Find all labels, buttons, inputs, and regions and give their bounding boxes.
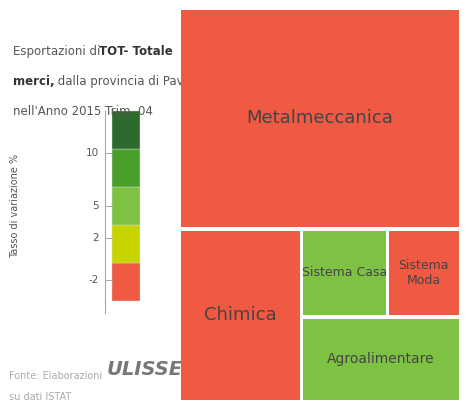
- Text: su dati ISTAT: su dati ISTAT: [9, 392, 71, 402]
- Text: dalla provincia di Pavia,: dalla provincia di Pavia,: [54, 75, 198, 88]
- Text: -2: -2: [89, 275, 99, 285]
- FancyBboxPatch shape: [303, 231, 386, 315]
- FancyBboxPatch shape: [112, 187, 140, 225]
- Text: Tasso di variazione %: Tasso di variazione %: [10, 154, 20, 258]
- Text: 5: 5: [92, 201, 99, 211]
- FancyBboxPatch shape: [181, 231, 300, 400]
- FancyBboxPatch shape: [112, 111, 140, 149]
- Text: ULISSE: ULISSE: [106, 360, 183, 379]
- Text: Sistema
Moda: Sistema Moda: [398, 259, 449, 287]
- FancyBboxPatch shape: [389, 231, 459, 315]
- Text: Esportazioni di: Esportazioni di: [13, 45, 104, 59]
- FancyBboxPatch shape: [112, 263, 140, 301]
- Text: Sistema Casa: Sistema Casa: [302, 266, 387, 279]
- Text: Metalmeccanica: Metalmeccanica: [247, 110, 393, 127]
- Text: Fonte: Elaborazioni: Fonte: Elaborazioni: [9, 371, 103, 381]
- FancyBboxPatch shape: [303, 319, 459, 400]
- Text: 2: 2: [92, 233, 99, 243]
- Text: merci,: merci,: [13, 75, 55, 88]
- Text: TOT- Totale: TOT- Totale: [99, 45, 173, 59]
- FancyBboxPatch shape: [112, 225, 140, 263]
- FancyBboxPatch shape: [112, 149, 140, 187]
- Text: Chimica: Chimica: [205, 306, 277, 324]
- Text: Agroalimentare: Agroalimentare: [327, 352, 435, 366]
- FancyBboxPatch shape: [181, 10, 459, 227]
- Text: nell'Anno 2015 Trim. 04: nell'Anno 2015 Trim. 04: [13, 105, 153, 118]
- Text: 10: 10: [86, 148, 99, 158]
